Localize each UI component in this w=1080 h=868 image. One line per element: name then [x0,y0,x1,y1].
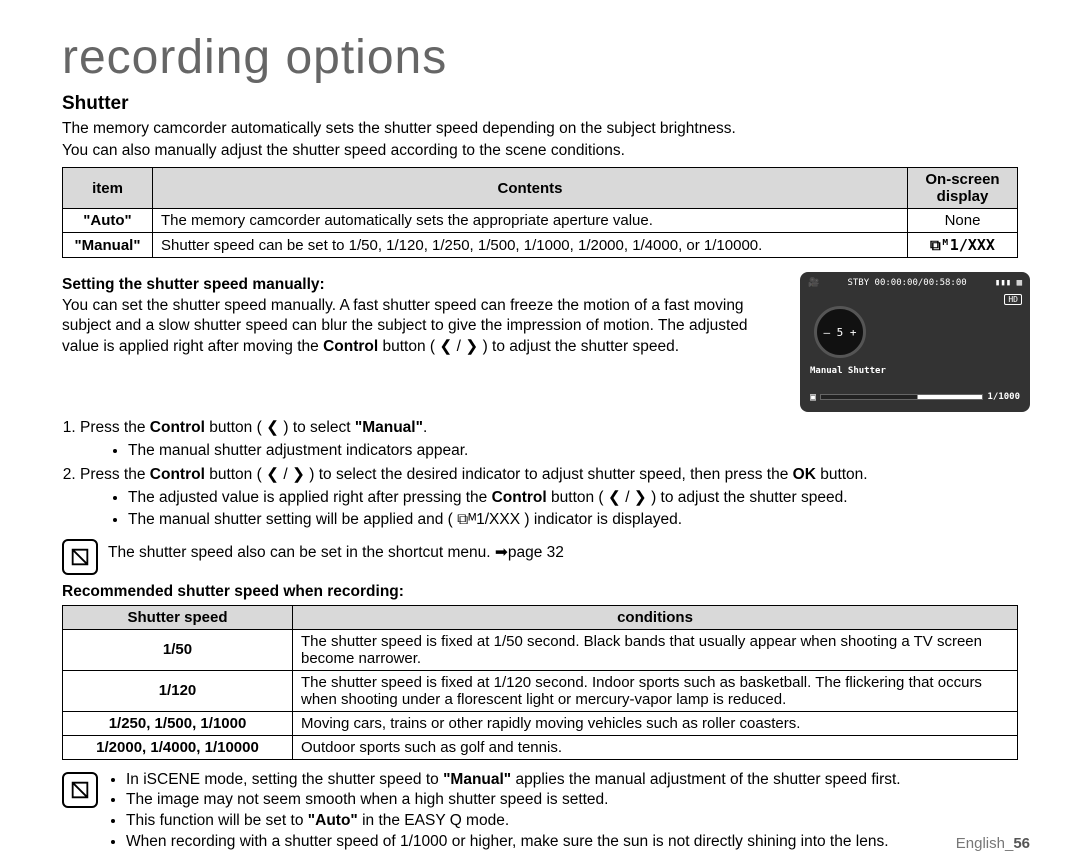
manual-label: "Manual" [443,771,511,788]
cond-120: The shutter speed is fixed at 1/120 seco… [293,670,1018,711]
speed-250-1000: 1/250, 1/500, 1/1000 [109,715,247,732]
lcd-screen-preview: 🎥 STBY 00:00:00/00:58:00 ▮▮▮ ▦ HD – 5 + … [800,272,1030,412]
control-label: Control [323,338,378,355]
speed-50: 1/50 [163,641,192,658]
mode-manual-osd: ⧉ᴹ1/XXX [908,233,1018,258]
step-text: . [423,419,427,436]
status-text: STBY 00:00:00/00:58:00 [847,278,966,288]
step-text: Press the [80,466,150,483]
note-icon [62,539,98,575]
mode-auto-desc: The memory camcorder automatically sets … [153,209,908,233]
mode-auto-label: "Auto" [83,212,131,229]
manual-label: "Manual" [355,419,423,436]
note-sun: When recording with a shutter speed of 1… [126,832,901,853]
col-item: item [63,168,153,209]
step-text: Press the [80,419,150,436]
note-iscene: In iSCENE mode, setting the shutter spee… [126,770,901,791]
hd-badge: HD [1004,294,1022,305]
step-1: Press the Control button ( ❮ ) to select… [80,418,1030,461]
note-list: In iSCENE mode, setting the shutter spee… [108,770,901,854]
manual-steps: Press the Control button ( ❮ ) to select… [80,418,1030,530]
subhead-manual-setting: Setting the shutter speed manually: [62,276,788,294]
note-shortcut: The shutter speed also can be set in the… [108,537,1030,563]
battery-icon: ▮▮▮ ▦ [995,278,1022,288]
mode-auto-osd: None [908,209,1018,233]
shutter-value: 1/1000 [987,392,1020,402]
intro-line-1: The memory camcorder automatically sets … [62,119,1030,139]
page-footer: English_56 [956,835,1030,852]
step-text: The adjusted value is applied right afte… [128,489,492,506]
step-text: button ( ❮ / ❯ ) to adjust the shutter s… [547,489,848,506]
table-row: "Auto" The memory camcorder automaticall… [63,209,1018,233]
table-row: 1/50 The shutter speed is fixed at 1/50 … [63,629,1018,670]
mode-manual-label: "Manual" [75,237,141,254]
section-title-shutter: Shutter [62,93,1030,115]
speed-2000-10000: 1/2000, 1/4000, 1/10000 [96,739,259,756]
dial-label: Manual Shutter [810,366,886,376]
ok-label: OK [793,466,816,483]
rec-icon: 🎥 [808,278,819,288]
note-text: applies the manual adjustment of the shu… [511,771,900,788]
dial-text: – 5 + [823,326,856,339]
shutter-mode-table: item Contents On-screen display "Auto" T… [62,167,1018,258]
manual-paragraph: You can set the shutter speed manually. … [62,296,788,356]
table-row: 1/2000, 1/4000, 1/10000 Outdoor sports s… [63,735,1018,759]
cond-250-1000: Moving cars, trains or other rapidly mov… [293,711,1018,735]
note-text: In iSCENE mode, setting the shutter spee… [126,771,443,788]
footer-lang: English_ [956,835,1014,852]
auto-label: "Auto" [308,812,358,829]
step-2: Press the Control button ( ❮ / ❯ ) to se… [80,465,1030,530]
table-row: 1/120 The shutter speed is fixed at 1/12… [63,670,1018,711]
intro-line-2: You can also manually adjust the shutter… [62,141,1030,161]
shutter-icon: ▣ [810,392,816,403]
col-speed: Shutter speed [63,605,293,629]
footer-page-num: 56 [1013,835,1030,852]
control-label: Control [150,466,205,483]
speed-120: 1/120 [159,682,197,699]
step-text: button ( ❮ ) to select [205,419,355,436]
step-1-sub: The manual shutter adjustment indicators… [128,441,1030,461]
page-title: recording options [62,30,1030,85]
note-icon [62,772,98,808]
note-smooth: The image may not seem smooth when a hig… [126,790,901,811]
note-easyq: This function will be set to "Auto" in t… [126,811,901,832]
subhead-recommended: Recommended shutter speed when recording… [62,583,1030,601]
note-text: This function will be set to [126,812,308,829]
col-conditions: conditions [293,605,1018,629]
control-label: Control [492,489,547,506]
step-text: button. [816,466,868,483]
adjust-dial: – 5 + [814,306,866,358]
note-text: in the EASY Q mode. [358,812,509,829]
col-osd: On-screen display [908,168,1018,209]
step-2-sub-2: The manual shutter setting will be appli… [128,510,1030,530]
manual-para-tail: button ( ❮ / ❯ ) to adjust the shutter s… [378,338,679,355]
col-contents: Contents [153,168,908,209]
control-label: Control [150,419,205,436]
mode-manual-desc: Shutter speed can be set to 1/50, 1/120,… [153,233,908,258]
shutter-range-bar [820,394,983,400]
step-2-sub-1: The adjusted value is applied right afte… [128,488,1030,508]
step-text: button ( ❮ / ❯ ) to select the desired i… [205,466,793,483]
table-row: 1/250, 1/500, 1/1000 Moving cars, trains… [63,711,1018,735]
recommended-speed-table: Shutter speed conditions 1/50 The shutte… [62,605,1018,760]
table-row: "Manual" Shutter speed can be set to 1/5… [63,233,1018,258]
cond-50: The shutter speed is fixed at 1/50 secon… [293,629,1018,670]
cond-2000-10000: Outdoor sports such as golf and tennis. [293,735,1018,759]
